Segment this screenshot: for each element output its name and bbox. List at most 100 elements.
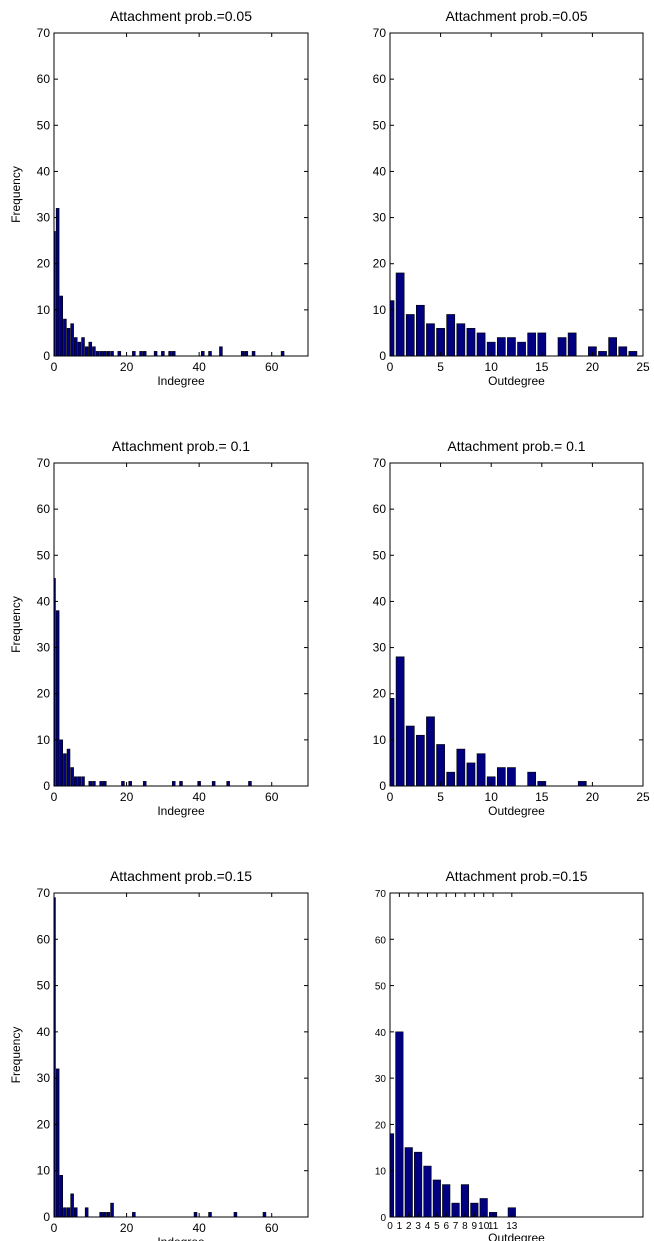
bar-22 bbox=[608, 337, 617, 357]
indegree-chart-0.15: 0 10 20 30 40 50 60 70 0 20 40 60 Attachment prob.=0… bbox=[9, 868, 309, 1241]
bar-52 bbox=[240, 351, 245, 357]
bar-4 bbox=[423, 1165, 432, 1218]
bar-12 bbox=[507, 767, 516, 787]
bar-30 bbox=[161, 351, 165, 357]
chart-title: Attachment prob.=0.05 bbox=[110, 8, 252, 24]
bar-2 bbox=[405, 725, 415, 787]
x-tick-label: 9 bbox=[472, 1221, 478, 1232]
bar-1 bbox=[395, 656, 405, 787]
bar-1 bbox=[55, 610, 60, 787]
bar-11 bbox=[496, 767, 506, 787]
y-tick-label: 60 bbox=[375, 935, 387, 946]
bar-4 bbox=[426, 323, 435, 357]
bar-23 bbox=[618, 346, 628, 357]
x-tick-label: 60 bbox=[265, 360, 279, 374]
bar-39 bbox=[193, 1212, 198, 1218]
x-tick-label: 25 bbox=[636, 360, 650, 374]
chart-title: Attachment prob.=0.15 bbox=[445, 868, 587, 884]
y-tick-label: 30 bbox=[375, 1074, 387, 1085]
bar-12 bbox=[507, 337, 516, 357]
y-tick-label: 0 bbox=[43, 349, 50, 363]
y-tick-label: 0 bbox=[379, 779, 386, 793]
bar-22 bbox=[132, 1212, 136, 1218]
x-tick-label: 0 bbox=[51, 360, 58, 374]
bar-43 bbox=[208, 351, 212, 357]
plot-frame bbox=[389, 892, 644, 1218]
bar-1 bbox=[55, 208, 60, 357]
plot-frame bbox=[53, 892, 309, 1218]
bar-8 bbox=[460, 1184, 470, 1218]
x-tick-label: 0 bbox=[387, 790, 394, 804]
outdegree-chart-0.1: 0 10 20 30 40 50 60 70 0 5 10 15 20 25 Attachment prob… bbox=[373, 438, 650, 818]
bar-5 bbox=[70, 1193, 74, 1218]
bar-13 bbox=[99, 1212, 103, 1218]
x-tick-label: 11 bbox=[488, 1221, 499, 1232]
x-tick-label: 2 bbox=[406, 1221, 412, 1232]
bar-6 bbox=[74, 1207, 78, 1218]
x-tick-label: 0 bbox=[51, 790, 58, 804]
bar-13 bbox=[99, 781, 103, 787]
x-tick-label: 6 bbox=[443, 1221, 449, 1232]
bar-5 bbox=[70, 767, 74, 787]
y-tick-label: 20 bbox=[373, 257, 387, 271]
y-tick-label: 20 bbox=[37, 257, 51, 271]
x-tick-label: 60 bbox=[265, 790, 279, 804]
y-tick-label: 30 bbox=[37, 1071, 51, 1085]
plot-frame bbox=[389, 462, 644, 787]
y-axis-label: Frequency bbox=[9, 166, 23, 223]
bar-11 bbox=[496, 337, 506, 357]
bar-16 bbox=[110, 351, 114, 357]
bar-55 bbox=[251, 351, 256, 357]
bar-18 bbox=[117, 351, 122, 357]
bar-2 bbox=[59, 1175, 64, 1218]
bar-15 bbox=[106, 351, 111, 357]
bar-16 bbox=[110, 1202, 114, 1218]
y-tick-label: 60 bbox=[37, 932, 51, 946]
bar-44 bbox=[211, 781, 216, 787]
x-tick-label: 4 bbox=[425, 1221, 431, 1232]
bar-8 bbox=[81, 337, 85, 357]
bar-10 bbox=[88, 781, 93, 787]
bar-22 bbox=[132, 351, 136, 357]
x-tick-label: 60 bbox=[265, 1221, 279, 1235]
bar-9 bbox=[476, 753, 486, 787]
chart-title: Attachment prob.= 0.1 bbox=[112, 438, 250, 454]
y-tick-label: 10 bbox=[37, 733, 51, 747]
chart-title: Attachment prob.= 0.1 bbox=[447, 438, 585, 454]
bar-6 bbox=[442, 1184, 451, 1218]
bar-4 bbox=[66, 1207, 71, 1218]
bar-6 bbox=[74, 776, 78, 787]
y-tick-label: 50 bbox=[37, 979, 51, 993]
bar-14 bbox=[103, 351, 107, 357]
bar-48 bbox=[226, 781, 230, 787]
chart-title: Attachment prob.=0.15 bbox=[110, 868, 252, 884]
bar-5 bbox=[432, 1179, 441, 1218]
x-tick-label: 10 bbox=[485, 360, 499, 374]
bar-32 bbox=[168, 351, 172, 357]
y-tick-label: 40 bbox=[37, 594, 51, 608]
bar-63 bbox=[280, 351, 285, 357]
y-tick-label: 70 bbox=[375, 889, 387, 900]
bar-14 bbox=[103, 1212, 107, 1218]
y-axis-label: Frequency bbox=[9, 596, 23, 653]
x-tick-label: 25 bbox=[636, 790, 650, 804]
bar-7 bbox=[456, 323, 466, 357]
bar-0 bbox=[389, 698, 395, 787]
y-tick-label: 40 bbox=[37, 1025, 51, 1039]
bar-2 bbox=[59, 739, 64, 787]
y-tick-label: 20 bbox=[37, 1117, 51, 1131]
y-tick-label: 70 bbox=[37, 26, 51, 40]
y-tick-label: 50 bbox=[373, 548, 387, 562]
x-tick-label: 7 bbox=[453, 1221, 459, 1232]
bar-18 bbox=[567, 332, 577, 357]
bar-1 bbox=[55, 1068, 60, 1218]
bar-6 bbox=[446, 314, 456, 357]
bar-8 bbox=[81, 776, 85, 787]
x-axis-label: Indegree bbox=[157, 374, 205, 388]
bar-25 bbox=[142, 781, 147, 787]
x-tick-label: 20 bbox=[586, 360, 600, 374]
x-tick-label: 10 bbox=[485, 790, 499, 804]
plot-frame bbox=[53, 32, 309, 357]
y-tick-label: 10 bbox=[375, 1167, 387, 1178]
